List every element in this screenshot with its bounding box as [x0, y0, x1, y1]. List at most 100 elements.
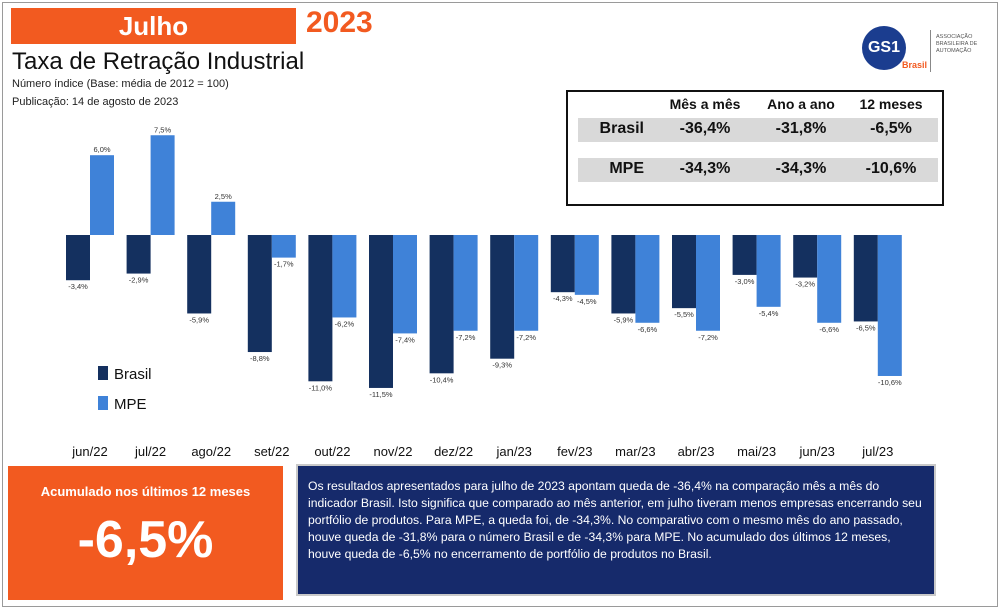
- summary-table: Mês a mês Ano a ano 12 meses Brasil -36,…: [566, 90, 944, 206]
- bar-data-label: -5,9%: [614, 315, 634, 324]
- bar-mpe-out-22: [332, 235, 357, 318]
- bar-mpe-ago-22: [211, 201, 236, 235]
- legend-label: MPE: [114, 396, 147, 413]
- bar-data-label: -4,5%: [577, 297, 597, 306]
- bar-data-label: -1,7%: [274, 260, 294, 269]
- bar-data-label: -2,9%: [129, 276, 149, 285]
- bar-brasil-nov-22: [369, 235, 393, 388]
- bar-mpe-mar-23: [635, 235, 660, 323]
- bar-brasil-jul-22: [126, 235, 151, 274]
- accumulated-value: -6,5%: [77, 511, 214, 569]
- gs1-logo-icon: GS1: [862, 26, 906, 70]
- month-banner: Julho: [11, 8, 296, 44]
- x-tick-label: dez/22: [434, 444, 473, 459]
- bar-brasil-out-22: [308, 235, 333, 382]
- gs1-country: Brasil: [902, 60, 928, 70]
- bar-data-label: -6,2%: [335, 319, 355, 328]
- bar-brasil-dez-22: [429, 235, 454, 374]
- bar-data-label: -11,0%: [309, 383, 333, 392]
- bar-data-label: -3,0%: [735, 277, 755, 286]
- x-tick-label: mai/23: [737, 444, 776, 459]
- summary-row-label: MPE: [609, 160, 644, 177]
- bar-data-label: -7,2%: [516, 333, 536, 342]
- bar-data-label: -3,4%: [68, 282, 88, 291]
- bar-data-label: -8,8%: [250, 354, 270, 363]
- bar-mpe-nov-22: [393, 235, 417, 334]
- x-tick-label: ago/22: [191, 444, 231, 459]
- bar-mpe-jul-22: [150, 135, 175, 235]
- gs1-logo: GS1 Brasil ASSOCIAÇÃO BRASILEIRA DE AUTO…: [858, 26, 998, 76]
- bar-mpe-jul-23: [877, 235, 902, 376]
- summary-cell: -36,4%: [679, 120, 731, 137]
- analysis-note: Os resultados apresentados para julho de…: [296, 464, 936, 596]
- bar-data-label: -10,6%: [878, 378, 902, 387]
- bar-data-label: -7,2%: [698, 333, 718, 342]
- logo-association-text: ASSOCIAÇÃO BRASILEIRA DE AUTOMAÇÃO: [936, 34, 978, 54]
- bar-brasil-jan-23: [490, 235, 515, 359]
- page-subtitle: Número índice (Base: média de 2012 = 100…: [12, 78, 229, 90]
- publication-date: Publicação: 14 de agosto de 2023: [12, 96, 179, 108]
- year-label: 2023: [306, 6, 373, 39]
- bar-mpe-set-22: [271, 235, 296, 258]
- bar-mpe-jun-22: [90, 155, 114, 235]
- bar-data-label: 7,5%: [154, 125, 171, 134]
- x-tick-label: jun/23: [798, 444, 834, 459]
- bar-data-label: -5,4%: [759, 309, 779, 318]
- x-tick-label: nov/22: [373, 444, 412, 459]
- bar-brasil-fev-23: [550, 235, 575, 293]
- bar-data-label: 2,5%: [215, 192, 232, 201]
- bar-brasil-jun-23: [793, 235, 818, 278]
- bar-mpe-jun-23: [817, 235, 842, 323]
- accumulated-label: Acumulado nos últimos 12 meses: [40, 484, 251, 499]
- bar-data-label: -4,3%: [553, 294, 573, 303]
- bar-brasil-jul-23: [853, 235, 878, 322]
- bar-data-label: -7,4%: [395, 335, 415, 344]
- x-tick-label: abr/23: [678, 444, 715, 459]
- bar-brasil-set-22: [247, 235, 272, 353]
- x-tick-label: out/22: [314, 444, 350, 459]
- bar-mpe-mai-23: [756, 235, 781, 307]
- summary-col-header: Mês a mês: [669, 96, 741, 112]
- x-tick-label: jul/23: [861, 444, 893, 459]
- summary-col-header: Ano a ano: [767, 96, 835, 112]
- bar-brasil-abr-23: [672, 235, 696, 309]
- bar-mpe-dez-22: [453, 235, 478, 331]
- x-tick-label: jul/22: [134, 444, 166, 459]
- bar-brasil-ago-22: [187, 235, 212, 314]
- bar-brasil-mai-23: [732, 235, 757, 275]
- month-label: Julho: [118, 10, 189, 41]
- legend-swatch: [98, 366, 108, 380]
- bar-data-label: -9,3%: [492, 361, 512, 370]
- bar-data-label: -11,5%: [369, 390, 393, 399]
- bar-data-label: -6,5%: [856, 323, 876, 332]
- summary-col-header: 12 meses: [859, 96, 923, 112]
- bar-data-label: -6,6%: [638, 325, 658, 334]
- x-tick-label: jan/23: [495, 444, 531, 459]
- bar-data-label: 6,0%: [93, 145, 110, 154]
- bar-brasil-jun-22: [66, 235, 90, 281]
- x-tick-label: mar/23: [615, 444, 655, 459]
- bar-data-label: -5,5%: [674, 310, 694, 319]
- summary-row-bg: [578, 158, 938, 182]
- accumulated-box: Acumulado nos últimos 12 meses -6,5%: [8, 466, 283, 600]
- bar-data-label: -6,6%: [819, 325, 839, 334]
- summary-cell: -6,5%: [870, 120, 912, 137]
- logo-divider: [930, 30, 931, 72]
- bar-mpe-fev-23: [574, 235, 599, 295]
- bar-mpe-jan-23: [514, 235, 539, 331]
- summary-cell: -31,8%: [775, 120, 827, 137]
- summary-cell: -34,3%: [679, 160, 731, 177]
- bar-data-label: -10,4%: [430, 375, 454, 384]
- summary-cell: -10,6%: [865, 160, 917, 177]
- page-title: Taxa de Retração Industrial: [12, 48, 305, 75]
- x-tick-label: set/22: [254, 444, 289, 459]
- summary-cell: -34,3%: [775, 160, 827, 177]
- summary-row-bg: [578, 118, 938, 142]
- legend-swatch: [98, 396, 108, 410]
- x-tick-label: jun/22: [71, 444, 107, 459]
- bar-mpe-abr-23: [696, 235, 720, 331]
- summary-row-label: Brasil: [599, 120, 644, 137]
- legend-label: Brasil: [114, 366, 152, 383]
- bar-chart: -3,4% 6,0% jun/22 -2,9% 7,5% jul/22 -5,9% 2,5% a…: [66, 125, 902, 459]
